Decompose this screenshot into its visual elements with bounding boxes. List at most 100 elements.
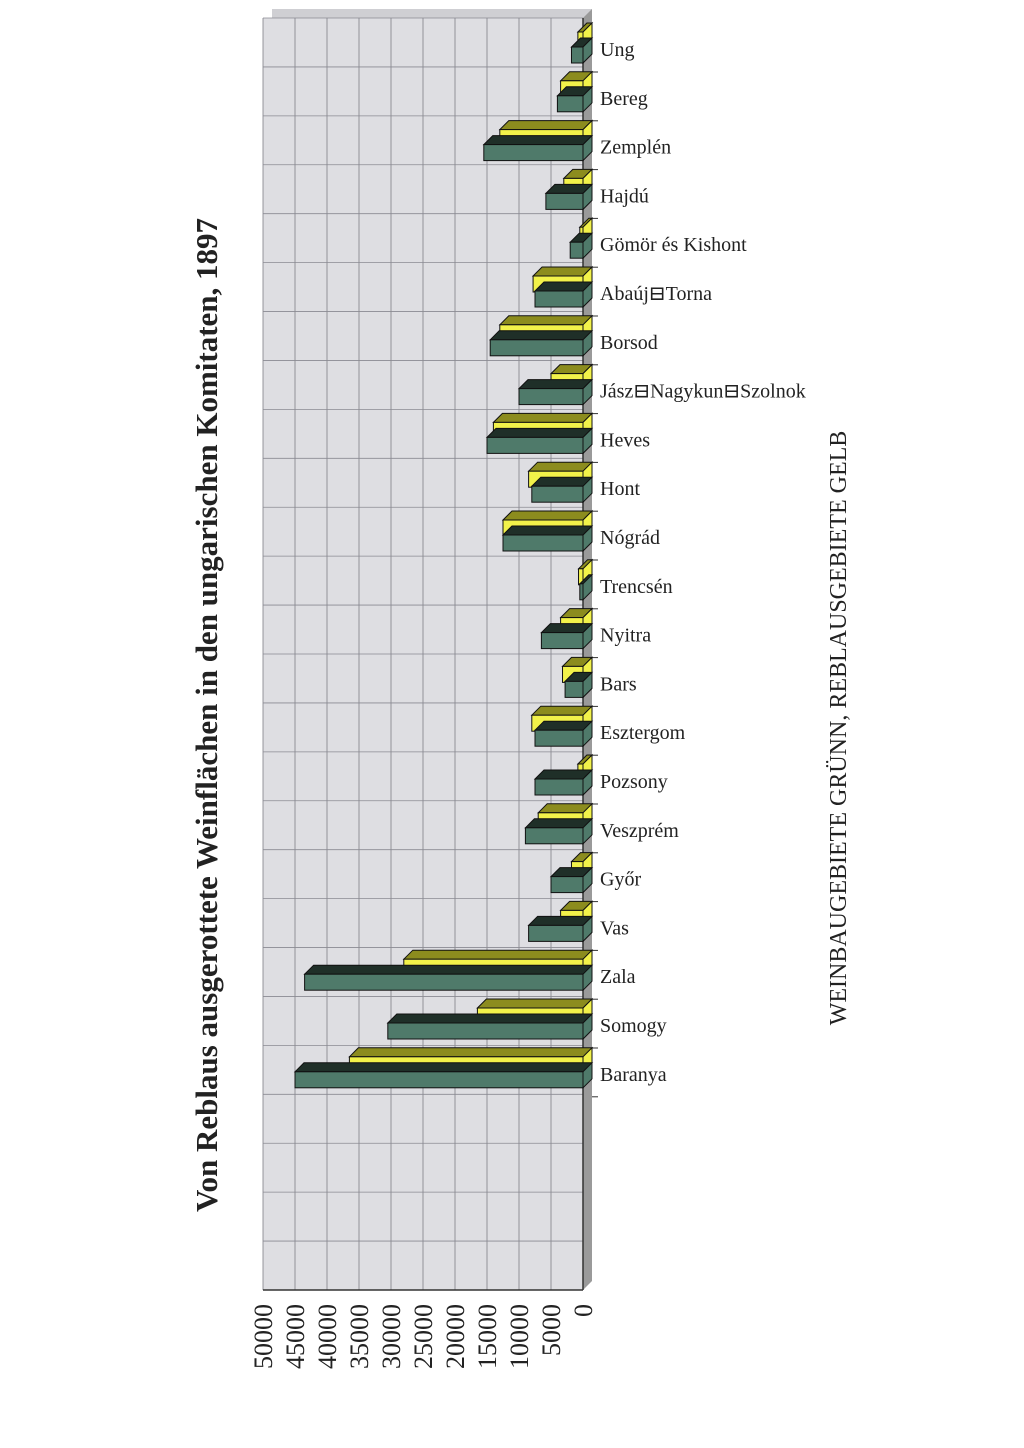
- bar-weinbau-front: [540, 632, 584, 650]
- tick-label: 35000: [345, 1304, 374, 1369]
- bar-weinbau-front: [387, 1022, 584, 1040]
- chart-title: Von Reblaus ausgerottete Weinflächen in …: [189, 218, 224, 1212]
- bar-weinbau-top: [501, 525, 594, 536]
- bar-weinbau-front: [545, 192, 584, 210]
- bar-weinbau-front: [534, 729, 584, 747]
- bar-weinbau: [485, 427, 594, 455]
- bar-weinbau: [533, 768, 594, 797]
- bar-weinbau: [540, 622, 594, 650]
- bar-reblaus-top: [498, 120, 594, 131]
- bar-weinbau: [563, 671, 594, 699]
- bar-weinbau: [524, 817, 594, 846]
- bar-weinbau-top: [533, 720, 594, 731]
- bar-weinbau: [530, 475, 594, 504]
- bar-weinbau: [578, 573, 594, 602]
- bar-weinbau-front: [294, 1071, 584, 1089]
- bar-reblaus-top: [498, 315, 594, 326]
- tick-label: 45000: [281, 1304, 310, 1369]
- tick-label: 10000: [505, 1304, 534, 1369]
- tick-label: 15000: [473, 1304, 502, 1369]
- bar-reblaus-top: [348, 1047, 594, 1058]
- bar-weinbau-front: [534, 778, 584, 796]
- bar-reblaus-top: [492, 412, 594, 423]
- bar-weinbau-top: [386, 1013, 594, 1024]
- bar-weinbau: [517, 378, 594, 406]
- category-label: Hajdú: [600, 185, 649, 207]
- bar-weinbau-top: [485, 427, 594, 438]
- bar-weinbau: [568, 231, 594, 260]
- bar-reblaus-top: [501, 510, 594, 521]
- bar-weinbau-top: [533, 769, 594, 780]
- tick-label: 40000: [313, 1304, 342, 1369]
- bar-weinbau: [527, 915, 594, 943]
- bar-reblaus-top: [476, 998, 594, 1009]
- bar-weinbau: [570, 36, 594, 65]
- bar-weinbau-front: [569, 241, 584, 259]
- labels: Von Reblaus ausgerottete Weinflächen in …: [189, 39, 852, 1369]
- bar-weinbau: [533, 280, 594, 309]
- tick-label: 5000: [537, 1304, 566, 1356]
- category-label: Jász⊟Nagykun⊟Szolnok: [600, 381, 806, 403]
- tick-label: 0: [569, 1304, 598, 1317]
- bar-weinbau-top: [293, 1062, 594, 1073]
- bar-weinbau-front: [489, 339, 584, 357]
- bars: [293, 21, 594, 1090]
- bar-weinbau-front: [483, 144, 584, 162]
- category-label: Nógrád: [600, 527, 660, 549]
- bar-weinbau-front: [579, 583, 584, 601]
- category-label: Győr: [600, 869, 641, 891]
- bar-weinbau-top: [530, 476, 594, 487]
- bar-weinbau-front: [534, 290, 584, 308]
- bar-weinbau: [544, 183, 594, 211]
- chart-subtitle: WEINBAUGEBIETE GRÜNN, REBLAUSGEBIETE GEL…: [826, 431, 852, 1026]
- bar-weinbau: [293, 1061, 594, 1090]
- category-label: Heves: [600, 429, 650, 451]
- bar-weinbau-front: [518, 388, 584, 406]
- bar-weinbau-top: [533, 281, 594, 292]
- category-label: Ung: [600, 39, 634, 61]
- tick-label: 25000: [409, 1304, 438, 1369]
- bar-weinbau-top: [517, 379, 594, 390]
- bar-weinbau: [386, 1012, 594, 1041]
- bar-weinbau: [303, 963, 594, 992]
- bar-weinbau: [533, 719, 594, 748]
- bar-reblaus-top: [530, 705, 594, 716]
- category-label: Bereg: [600, 88, 648, 110]
- bar-weinbau-top: [482, 135, 594, 146]
- category-label: Vas: [600, 917, 629, 939]
- bar-weinbau-front: [570, 46, 584, 64]
- tick-label: 20000: [441, 1304, 470, 1369]
- bar-weinbau-front: [486, 436, 584, 454]
- bar-weinbau-front: [524, 827, 584, 845]
- bar-weinbau-top: [524, 818, 594, 829]
- tick-label: 50000: [249, 1304, 278, 1369]
- bar-weinbau: [501, 524, 594, 553]
- bar-weinbau: [488, 329, 594, 358]
- bar-weinbau: [549, 866, 594, 894]
- category-label: Zala: [600, 966, 636, 988]
- category-label: Gömör és Kishont: [600, 234, 747, 256]
- bar-weinbau-front: [550, 876, 584, 894]
- bar-reblaus-top: [531, 266, 594, 277]
- bar-weinbau-top: [303, 964, 594, 975]
- bar-weinbau: [556, 85, 594, 114]
- tick-label: 30000: [377, 1304, 406, 1369]
- bar-weinbau-front: [531, 485, 584, 503]
- category-label: Pozsony: [600, 771, 668, 793]
- bar-weinbau-top: [488, 330, 594, 341]
- bar-weinbau-front: [304, 973, 584, 991]
- category-label: Somogy: [600, 1015, 667, 1037]
- bar-reblaus-top: [402, 949, 594, 960]
- bar-weinbau-top: [527, 915, 594, 926]
- category-label: Trencsén: [600, 576, 673, 598]
- category-label: Veszprém: [600, 820, 679, 842]
- category-label: Esztergom: [600, 722, 686, 744]
- bar-weinbau-front: [528, 924, 584, 942]
- category-label: Bars: [600, 673, 637, 695]
- bar-weinbau-front: [556, 95, 584, 113]
- category-label: Baranya: [600, 1064, 667, 1086]
- bar-weinbau: [482, 134, 594, 162]
- bar-reblaus-top: [527, 461, 594, 472]
- category-label: Hont: [600, 478, 640, 500]
